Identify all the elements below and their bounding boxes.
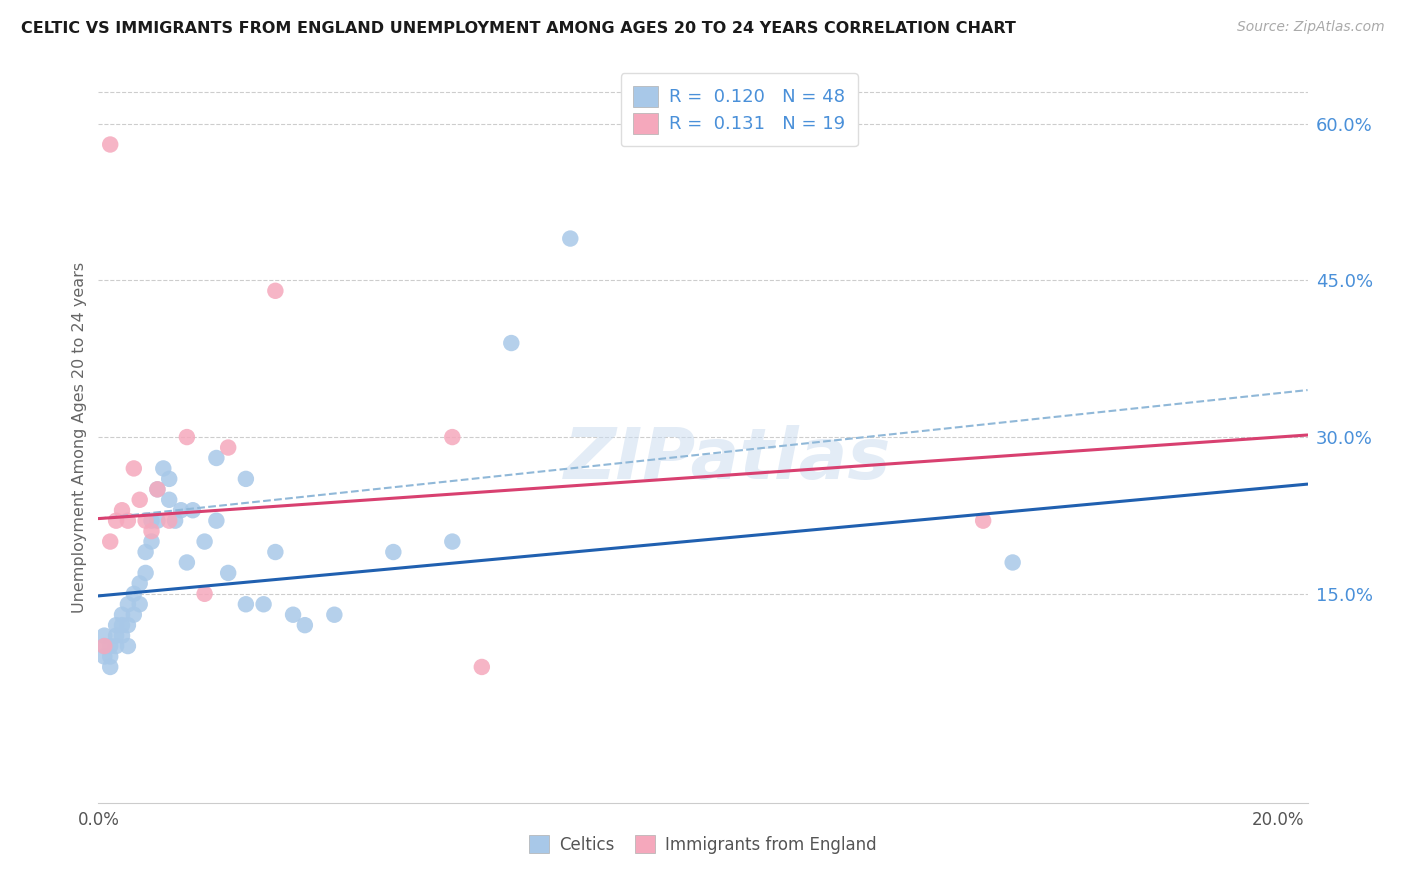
- Point: [141, 534, 163, 549]
- Point: [111, 503, 134, 517]
- Point: [117, 597, 139, 611]
- Point: [235, 597, 257, 611]
- Point: [98, 639, 121, 653]
- Point: [105, 618, 128, 632]
- Point: [152, 461, 174, 475]
- Point: [135, 545, 157, 559]
- Point: [93, 629, 115, 643]
- Point: [181, 503, 204, 517]
- Point: [111, 618, 134, 632]
- Point: [217, 441, 239, 455]
- Point: [205, 450, 228, 465]
- Point: [128, 576, 150, 591]
- Point: [98, 649, 121, 664]
- Point: [105, 639, 128, 653]
- Point: [93, 639, 115, 653]
- Point: [194, 587, 217, 601]
- Point: [146, 483, 169, 497]
- Point: [122, 461, 145, 475]
- Point: [105, 629, 128, 643]
- Point: [176, 556, 198, 570]
- Point: [294, 618, 316, 632]
- Point: [93, 639, 115, 653]
- Point: [264, 545, 287, 559]
- Point: [972, 514, 994, 528]
- Point: [252, 597, 274, 611]
- Point: [122, 607, 145, 622]
- Point: [111, 629, 134, 643]
- Point: [382, 545, 405, 559]
- Point: [217, 566, 239, 580]
- Point: [135, 514, 157, 528]
- Point: [141, 514, 163, 528]
- Point: [146, 514, 169, 528]
- Point: [176, 430, 198, 444]
- Text: Source: ZipAtlas.com: Source: ZipAtlas.com: [1237, 20, 1385, 34]
- Point: [281, 607, 304, 622]
- Point: [1001, 556, 1024, 570]
- Point: [128, 492, 150, 507]
- Point: [264, 284, 287, 298]
- Point: [205, 514, 228, 528]
- Point: [128, 597, 150, 611]
- Point: [117, 514, 139, 528]
- Point: [501, 336, 523, 351]
- Point: [560, 231, 582, 245]
- Point: [135, 566, 157, 580]
- Point: [194, 534, 217, 549]
- Point: [98, 660, 121, 674]
- Point: [111, 607, 134, 622]
- Point: [105, 514, 128, 528]
- Point: [98, 534, 121, 549]
- Point: [441, 534, 464, 549]
- Point: [157, 514, 180, 528]
- Point: [471, 660, 494, 674]
- Point: [170, 503, 193, 517]
- Point: [117, 618, 139, 632]
- Point: [441, 430, 464, 444]
- Point: [117, 639, 139, 653]
- Point: [141, 524, 163, 538]
- Point: [146, 483, 169, 497]
- Point: [93, 649, 115, 664]
- Point: [165, 514, 187, 528]
- Point: [157, 472, 180, 486]
- Legend: Celtics, Immigrants from England: Celtics, Immigrants from England: [523, 829, 883, 860]
- Point: [122, 587, 145, 601]
- Text: CELTIC VS IMMIGRANTS FROM ENGLAND UNEMPLOYMENT AMONG AGES 20 TO 24 YEARS CORRELA: CELTIC VS IMMIGRANTS FROM ENGLAND UNEMPL…: [21, 21, 1017, 37]
- Point: [98, 137, 121, 152]
- Point: [323, 607, 346, 622]
- Y-axis label: Unemployment Among Ages 20 to 24 years: Unemployment Among Ages 20 to 24 years: [72, 261, 87, 613]
- Point: [157, 492, 180, 507]
- Point: [235, 472, 257, 486]
- Text: ZIPatlas: ZIPatlas: [564, 425, 891, 493]
